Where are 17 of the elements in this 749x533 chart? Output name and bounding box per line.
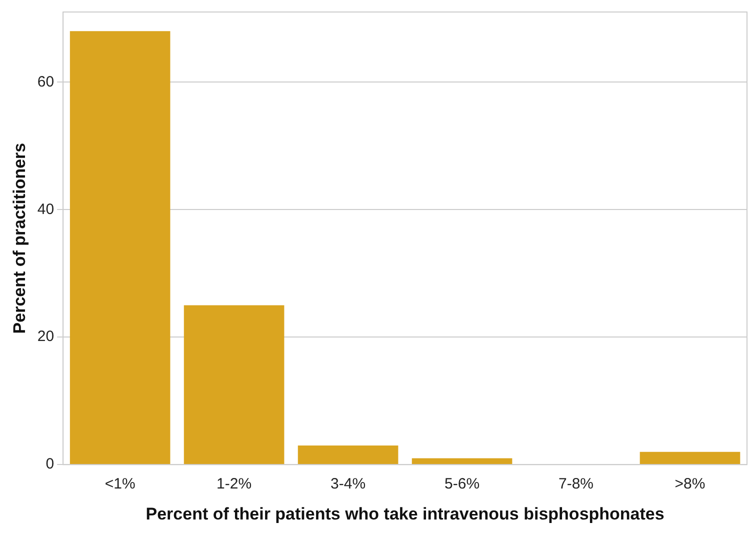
- y-tick-label: 60: [37, 73, 54, 90]
- bar: [70, 31, 170, 464]
- x-tick-label: <1%: [104, 476, 136, 493]
- y-tick-label: 40: [37, 200, 54, 218]
- y-tick-label: 0: [46, 456, 54, 473]
- x-tick-label: 3-4%: [330, 476, 366, 493]
- x-tick-label: >8%: [674, 476, 706, 493]
- y-axis-title: Percent of practitioners: [10, 142, 29, 334]
- bar: [298, 445, 398, 464]
- x-tick-label: 1-2%: [216, 476, 252, 493]
- bar: [412, 458, 512, 464]
- bar: [184, 305, 284, 464]
- x-tick-label: 5-6%: [444, 476, 480, 493]
- x-axis-title: Percent of their patients who take intravenous bisphosphonates: [146, 504, 664, 524]
- bar: [640, 452, 740, 464]
- y-tick-label: 20: [37, 328, 54, 346]
- x-tick-label: 7-8%: [558, 476, 594, 493]
